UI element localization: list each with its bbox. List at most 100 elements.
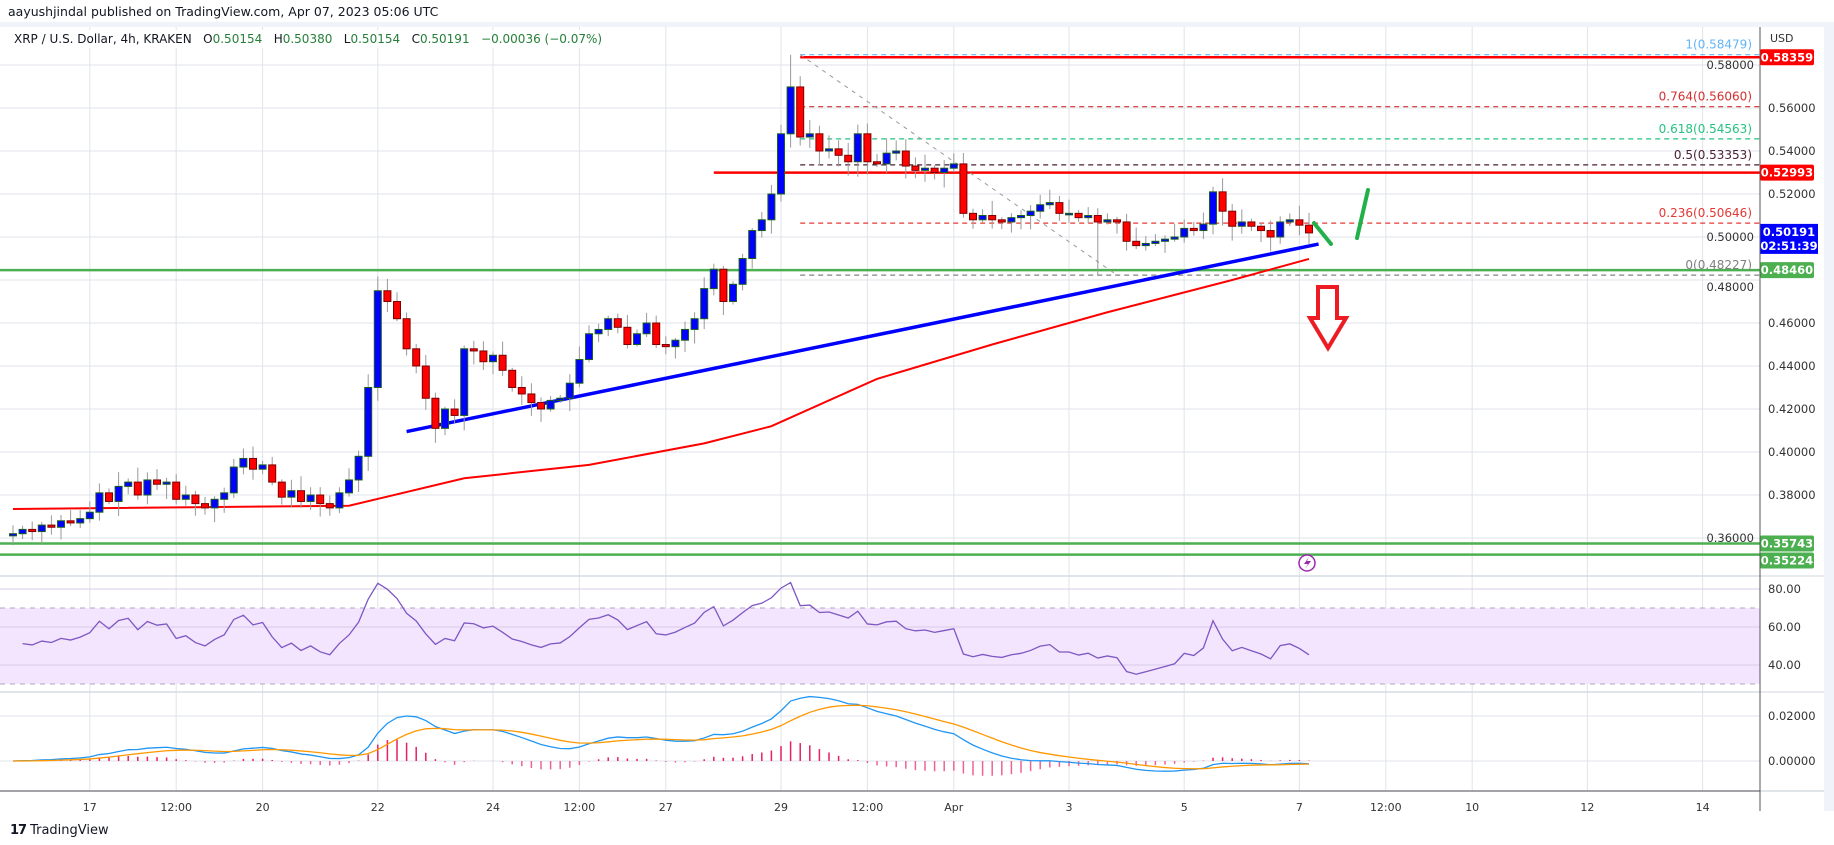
candle-body-up: [354, 455, 363, 481]
candle: [143, 472, 152, 505]
time-axis-label: 22: [371, 801, 385, 814]
macd-tick-label: 0.02000: [1768, 709, 1816, 723]
candle: [949, 153, 958, 173]
candle: [489, 351, 497, 375]
candle-body-down: [479, 350, 488, 363]
candle-body-up: [1285, 219, 1294, 223]
candle-body-up: [9, 533, 17, 537]
time-axis-label: 5: [1181, 801, 1188, 814]
candle-body-down: [911, 165, 920, 171]
candle: [661, 336, 670, 355]
candle: [18, 525, 27, 539]
candle-body-down: [844, 154, 853, 163]
candle: [460, 345, 469, 431]
fib-paren-close: ): [1747, 122, 1752, 136]
candle-body-up: [18, 528, 27, 535]
time-axis-label: 10: [1465, 801, 1479, 814]
candle-body-up: [1161, 238, 1169, 242]
candle-body-down: [1122, 221, 1131, 242]
candle-body-down: [517, 387, 526, 395]
candle-body-up: [892, 150, 901, 154]
candle: [959, 153, 968, 218]
level-price-label: 0.48460: [1761, 263, 1813, 277]
candle-body-down: [450, 408, 459, 416]
candle-body-down: [969, 212, 977, 221]
candle-body-up: [335, 492, 344, 509]
open-value: 0.50154: [212, 32, 263, 46]
candle-body-up: [853, 133, 862, 163]
candle: [892, 140, 901, 161]
candle: [239, 448, 248, 475]
candle: [47, 515, 56, 535]
price-tick-label: 0.48000: [1706, 280, 1754, 294]
candle: [517, 376, 526, 406]
price-axis: [1760, 27, 1824, 790]
candle-body-up: [671, 339, 680, 348]
candle-body-up: [1017, 215, 1025, 219]
candle-body-up: [373, 290, 382, 388]
fib-paren-close: ): [1747, 38, 1752, 52]
candle-body-down: [1093, 215, 1102, 223]
candle: [1170, 223, 1179, 242]
price-pane: [0, 27, 1760, 575]
rsi-band: [0, 608, 1760, 684]
candle-body-down: [105, 492, 113, 502]
candle-body-down: [527, 393, 536, 404]
candle-body-up: [940, 167, 949, 173]
candle: [738, 253, 747, 291]
candle-body-down: [719, 268, 728, 302]
current-price-label: 0.50191: [1763, 225, 1815, 239]
high-value: 0.50380: [282, 32, 333, 46]
candle-body-up: [162, 481, 171, 485]
green-bounce-path: [1355, 188, 1370, 240]
candle: [431, 392, 440, 443]
time-axis-label: 12:00: [852, 801, 884, 814]
fib-paren-close: ): [1747, 90, 1752, 104]
candle: [1122, 213, 1131, 251]
candle-body-down: [28, 528, 37, 533]
time-axis-label: 12:00: [1370, 801, 1402, 814]
time-axis-label: 14: [1696, 801, 1710, 814]
candle-body-up: [1209, 191, 1217, 225]
candle-body-down: [1055, 202, 1064, 214]
tradingview-footer[interactable]: 17 TradingView: [10, 823, 109, 838]
candle-body-down: [863, 133, 872, 163]
candle: [1180, 219, 1189, 243]
candle-body-down: [901, 150, 910, 167]
fib-level-label: 0.764(0.56060): [1659, 90, 1752, 104]
symbol-legend: XRP / U.S. Dollar, 4h, KRAKEN O0.50154 H…: [10, 30, 607, 48]
candle: [623, 314, 632, 349]
candle: [421, 355, 430, 410]
fib-price: 0.50646: [1698, 206, 1748, 220]
rsi-tick-label: 80.00: [1768, 582, 1801, 596]
candle: [191, 490, 200, 516]
fib-ratio: 0.236: [1659, 206, 1693, 220]
macd-tick-label: 0.00000: [1768, 754, 1816, 768]
time-axis-label: 12: [1580, 801, 1594, 814]
candle: [911, 157, 920, 179]
candle: [1036, 194, 1045, 219]
candle-body-up: [786, 86, 795, 135]
candle: [1113, 216, 1121, 234]
candle-body-up: [565, 382, 574, 399]
candle: [767, 184, 776, 234]
fib-paren-open: (: [1693, 258, 1698, 272]
candle: [834, 140, 843, 167]
candle: [1218, 178, 1227, 226]
candle-body-down: [652, 322, 661, 345]
candle-body-up: [604, 318, 613, 330]
candle-body-up: [1045, 202, 1054, 206]
level-price-label-bg: [1760, 49, 1814, 66]
red-down-arrow-icon: [1306, 285, 1350, 352]
candle: [575, 346, 584, 388]
candle: [1161, 235, 1169, 253]
candle: [546, 396, 555, 412]
symbol-name[interactable]: XRP / U.S. Dollar, 4h, KRAKEN: [14, 32, 192, 46]
candle-body-up: [757, 219, 766, 232]
fib-paren-close: ): [1747, 258, 1752, 272]
candle: [815, 125, 824, 166]
candle: [642, 312, 651, 338]
candle: [978, 209, 987, 223]
candle-body-down: [623, 326, 632, 345]
